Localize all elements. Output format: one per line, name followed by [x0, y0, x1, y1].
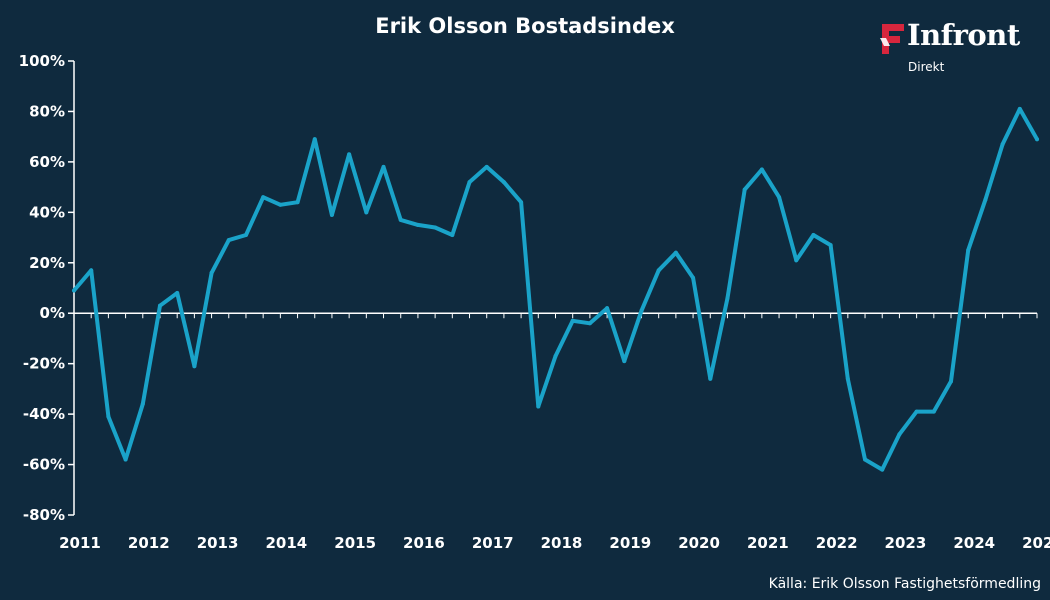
data-point — [828, 243, 833, 248]
chart-title: Erik Olsson Bostadsindex — [375, 14, 675, 38]
data-point — [880, 467, 885, 472]
plot-area — [72, 106, 1039, 472]
y-tick-label: -20% — [23, 355, 65, 373]
data-point — [381, 164, 386, 169]
data-point — [587, 321, 592, 326]
y-tick-label: -80% — [23, 506, 65, 524]
data-point — [673, 250, 678, 255]
x-tick-label: 2014 — [265, 534, 307, 552]
x-tick-label: 2019 — [609, 534, 651, 552]
data-point — [605, 306, 610, 311]
data-point — [278, 202, 283, 207]
x-tick-label: 2013 — [197, 534, 239, 552]
data-point — [863, 457, 868, 462]
data-point — [89, 268, 94, 273]
data-point — [897, 432, 902, 437]
x-tick-label: 2016 — [403, 534, 445, 552]
y-tick-label: 100% — [19, 52, 65, 70]
data-point — [536, 404, 541, 409]
x-tick-label: 2020 — [678, 534, 720, 552]
data-point — [759, 167, 764, 172]
data-point — [157, 303, 162, 308]
data-point — [347, 152, 352, 157]
data-point — [570, 318, 575, 323]
data-point — [983, 197, 988, 202]
series-line — [72, 106, 1039, 472]
y-axis-ticks: 100% 80% 60% 40% 20% 0% -20% -40% -60% -80% — [19, 52, 74, 524]
data-point — [949, 379, 954, 384]
data-point — [966, 248, 971, 253]
y-tick-label: 20% — [29, 254, 65, 272]
data-point — [1035, 137, 1039, 142]
source-note: Källa: Erik Olsson Fastighetsförmedling — [768, 576, 1041, 592]
x-tick-label: 2021 — [747, 534, 789, 552]
data-point — [140, 402, 145, 407]
y-tick-label: -40% — [23, 405, 65, 423]
y-tick-label: 40% — [29, 203, 65, 221]
brand-logo: Infront Direkt — [878, 18, 1043, 82]
x-tick-label: 2011 — [59, 534, 101, 552]
x-tick-label: 2012 — [128, 534, 170, 552]
y-tick-label: -60% — [23, 456, 65, 474]
y-tick-label: 80% — [29, 102, 65, 120]
data-point — [777, 195, 782, 200]
data-point — [295, 200, 300, 205]
data-point — [175, 291, 180, 296]
data-point — [1017, 106, 1022, 111]
data-point — [1000, 142, 1005, 147]
data-point — [553, 354, 558, 359]
data-point — [708, 376, 713, 381]
data-point — [639, 308, 644, 313]
data-point — [226, 238, 231, 243]
data-point — [811, 233, 816, 238]
data-point — [72, 288, 76, 293]
data-point — [192, 364, 197, 369]
data-point — [450, 233, 455, 238]
data-point — [484, 164, 489, 169]
data-point — [519, 200, 524, 205]
data-point — [106, 414, 111, 419]
y-tick-label: 0% — [40, 304, 65, 322]
x-tick-label: 2025 — [1022, 534, 1050, 552]
x-tick-label: 2024 — [953, 534, 995, 552]
data-point — [794, 258, 799, 263]
data-point — [656, 268, 661, 273]
data-point — [243, 233, 248, 238]
data-point — [691, 275, 696, 280]
data-point — [261, 195, 266, 200]
data-point — [501, 180, 506, 185]
brand-name: Infront — [907, 18, 1020, 52]
data-point — [312, 137, 317, 142]
data-point — [622, 359, 627, 364]
data-point — [329, 212, 334, 217]
data-point — [364, 210, 369, 215]
data-point — [931, 409, 936, 414]
data-point — [742, 187, 747, 192]
data-point — [914, 409, 919, 414]
data-point — [123, 457, 128, 462]
x-axis-ticks: 2011 2012 2013 2014 2015 2016 2017 2018 2019 2020… — [59, 534, 1050, 552]
x-tick-label: 2018 — [541, 534, 583, 552]
data-point — [415, 222, 420, 227]
x-tick-label: 2015 — [334, 534, 376, 552]
data-point — [467, 180, 472, 185]
data-point — [725, 296, 730, 301]
x-tick-label: 2022 — [816, 534, 858, 552]
data-point — [433, 225, 438, 230]
y-tick-label: 60% — [29, 153, 65, 171]
x-tick-label: 2017 — [472, 534, 514, 552]
brand-subtitle: Direkt — [908, 60, 945, 74]
data-point — [398, 217, 403, 222]
infront-logo-icon — [880, 24, 904, 54]
data-point — [209, 270, 214, 275]
data-point — [845, 376, 850, 381]
x-tick-label: 2023 — [885, 534, 927, 552]
